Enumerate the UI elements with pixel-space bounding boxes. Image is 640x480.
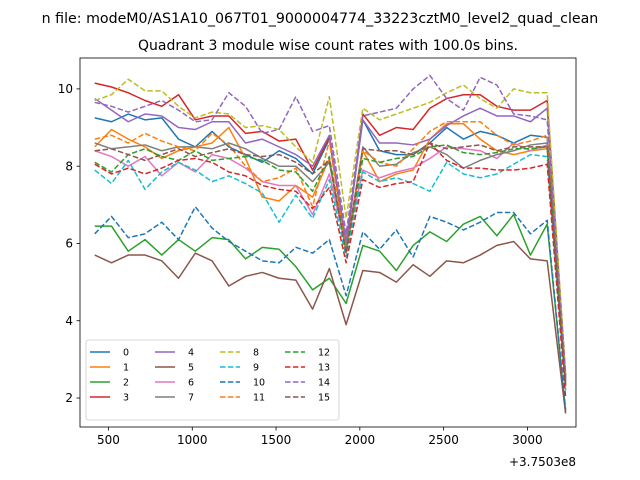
series-line-15 [94,142,567,387]
series-line-9 [94,153,567,391]
series-line-8 [94,78,567,377]
series-line-2 [94,213,567,412]
y-tick-label: 10 [58,82,73,96]
series-line-10 [94,206,567,410]
legend-label-4: 4 [188,348,194,359]
legend-label-0: 0 [123,348,129,359]
legend-label-2: 2 [123,378,129,389]
legend-label-10: 10 [253,378,265,389]
series-line-4 [94,97,567,381]
y-tick-label: 6 [65,237,73,251]
legend-label-9: 9 [253,363,259,374]
x-tick-label: 1500 [261,433,292,447]
x-tick-label: 2500 [428,433,459,447]
x-offset-label: +3.7503e8 [509,455,576,469]
legend-label-12: 12 [318,348,330,359]
series-line-13 [94,142,567,399]
legend-label-1: 1 [123,363,129,374]
axes-frame [79,57,577,428]
legend-label-6: 6 [188,378,194,389]
legend-label-15: 15 [318,393,330,404]
series-lines [94,74,567,414]
legend-label-7: 7 [188,393,194,404]
legend-label-3: 3 [123,393,129,404]
x-tick-label: 2000 [345,433,376,447]
legend-box [85,339,340,421]
y-tick-label: 8 [65,159,73,173]
legend-label-8: 8 [253,348,259,359]
x-tick-label: 3000 [512,433,543,447]
legend-label-5: 5 [188,363,194,374]
legend-label-11: 11 [253,393,265,404]
legend-label-13: 13 [318,363,330,374]
series-line-5 [94,240,567,414]
y-tick-label: 4 [65,314,73,328]
series-line-14 [94,74,567,377]
series-line-11 [94,121,567,387]
y-tick-label: 2 [65,391,73,405]
figure-suptitle: n file: modeM0/AS1A10_067T01_9000004774_… [42,11,599,27]
series-line-12 [94,144,567,385]
x-tick-label: 1000 [177,433,208,447]
legend-label-14: 14 [318,378,330,389]
x-tick-label: 500 [97,433,120,447]
chart-title: Quadrant 3 module wise count rates with … [138,38,518,54]
